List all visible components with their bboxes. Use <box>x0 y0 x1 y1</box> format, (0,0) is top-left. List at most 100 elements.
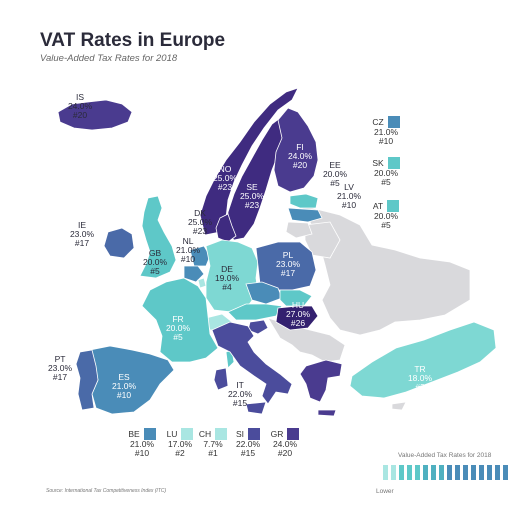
scale-step <box>399 465 404 480</box>
legend-swatch <box>387 116 400 128</box>
map-label-nl-rate: 21.0% <box>176 245 201 255</box>
scale-step <box>455 465 460 480</box>
legend-rate: 20.0% <box>373 211 399 221</box>
map-label-de-rank: #4 <box>222 282 232 292</box>
map-label-no-rate: 25.0% <box>213 173 238 183</box>
legend-code: SK <box>372 157 384 168</box>
region-no-data-belarus <box>304 221 341 259</box>
scale-low-label: Lower <box>376 488 394 495</box>
map-label-gb-rate: 20.0% <box>143 257 168 267</box>
legend-rate: 7.7% <box>203 439 223 449</box>
map-label-se-code: SE <box>246 182 258 192</box>
scale-step <box>479 465 484 480</box>
map-label-dk-code: DK <box>194 208 206 218</box>
country-IT-sardinia <box>213 367 229 391</box>
legend-swatch <box>287 428 300 440</box>
scale-step <box>423 465 428 480</box>
map-label-lv-rate: 21.0% <box>337 191 362 201</box>
map-label-dk-rate: 25.0% <box>188 217 213 227</box>
scale-step <box>439 465 444 480</box>
scale-step <box>463 465 468 480</box>
map-label-hu-rate: 27.0% <box>286 309 311 319</box>
map-label-it-rate: 22.0% <box>228 389 253 399</box>
map-label-fi-code: FI <box>296 142 304 152</box>
country-TR <box>349 321 497 399</box>
map-label-pl-rate: 23.0% <box>276 259 301 269</box>
map-label-se-rank: #23 <box>245 200 259 210</box>
legend-rank: #1 <box>208 448 218 458</box>
map-label-no-code: NO <box>219 164 232 174</box>
color-scale <box>383 465 508 480</box>
map-label-is-rate: 24.0% <box>68 101 93 111</box>
scale-step <box>471 465 476 480</box>
map-label-nl-code: NL <box>183 236 194 246</box>
bottom-legend-item-lu: LU 17.0% #2 <box>162 428 198 458</box>
country-PL <box>255 241 317 291</box>
country-PT <box>75 349 99 411</box>
scale-step <box>447 465 452 480</box>
map-label-es-rank: #10 <box>117 390 131 400</box>
map-label-pl-rank: #17 <box>281 268 295 278</box>
map-label-pt-rank: #17 <box>53 372 67 382</box>
country-LV <box>287 207 323 223</box>
map-label-tr-rank: #3 <box>415 382 425 392</box>
legend-rank: #2 <box>175 448 185 458</box>
side-legend-item-sk: SK 20.0% #5 <box>368 157 404 187</box>
legend-swatch <box>248 428 261 440</box>
map-label-gb-code: GB <box>149 248 162 258</box>
legend-code: BE <box>128 428 140 439</box>
legend-code: SI <box>235 428 245 439</box>
legend-code: GR <box>270 428 284 439</box>
legend-rank: #15 <box>240 448 256 458</box>
country-IT <box>211 321 293 405</box>
map-label-ie-code: IE <box>78 220 86 230</box>
legend-rank: #5 <box>381 177 391 187</box>
map-label-fr-rate: 20.0% <box>166 323 191 333</box>
country-ES <box>89 345 175 415</box>
country-LU <box>197 277 207 289</box>
region-no-data-east <box>299 204 471 336</box>
scale-step <box>383 465 388 480</box>
map-label-dk-rank: #23 <box>193 226 207 236</box>
legend-swatch <box>181 428 194 440</box>
source-note: Source: International Tax Competitivenes… <box>46 488 167 494</box>
map-label-pt-rate: 23.0% <box>48 363 73 373</box>
map-label-de-code: DE <box>221 264 233 274</box>
bottom-legend-item-si: SI 22.0% #15 <box>230 428 266 458</box>
scale-step <box>503 465 508 480</box>
map-label-de-rate: 19.0% <box>215 273 240 283</box>
map-label-ie-rank: #17 <box>75 238 89 248</box>
bottom-legend-item-be: BE 21.0% #10 <box>124 428 160 458</box>
map-label-nl-rank: #10 <box>181 254 195 264</box>
country-HU <box>275 305 319 331</box>
map-label-ee-code: EE <box>329 160 341 170</box>
map-label-fi-rate: 24.0% <box>288 151 313 161</box>
map-label-lv-code: LV <box>344 182 354 192</box>
region-no-data-balkans <box>267 317 346 363</box>
map-label-fi-rank: #20 <box>293 160 307 170</box>
legend-swatch <box>143 428 156 440</box>
scale-step <box>415 465 420 480</box>
page-title: VAT Rates in Europe <box>40 30 226 51</box>
map-label-fr-code: FR <box>172 314 183 324</box>
scale-step <box>431 465 436 480</box>
side-legend-item-at: AT 20.0% #5 <box>368 200 404 230</box>
bottom-legend-item-gr: GR 24.0% #20 <box>267 428 303 458</box>
map-label-ee-rank: #5 <box>330 178 340 188</box>
legend-code: AT <box>372 200 384 211</box>
legend-rate: 22.0% <box>235 439 261 449</box>
side-legend-item-cz: CZ 21.0% #10 <box>368 116 404 146</box>
country-FR <box>141 277 219 363</box>
country-CY <box>391 401 407 411</box>
legend-rank: #20 <box>277 448 293 458</box>
legend-rate: 21.0% <box>373 127 399 137</box>
map-label-ie-rate: 23.0% <box>70 229 95 239</box>
scale-step <box>391 465 396 480</box>
map-label-pt-code: PT <box>55 354 66 364</box>
legend-swatch <box>387 157 400 169</box>
scale-step <box>487 465 492 480</box>
country-GR-crete <box>317 409 337 417</box>
map-label-hu-rank: #26 <box>291 318 305 328</box>
